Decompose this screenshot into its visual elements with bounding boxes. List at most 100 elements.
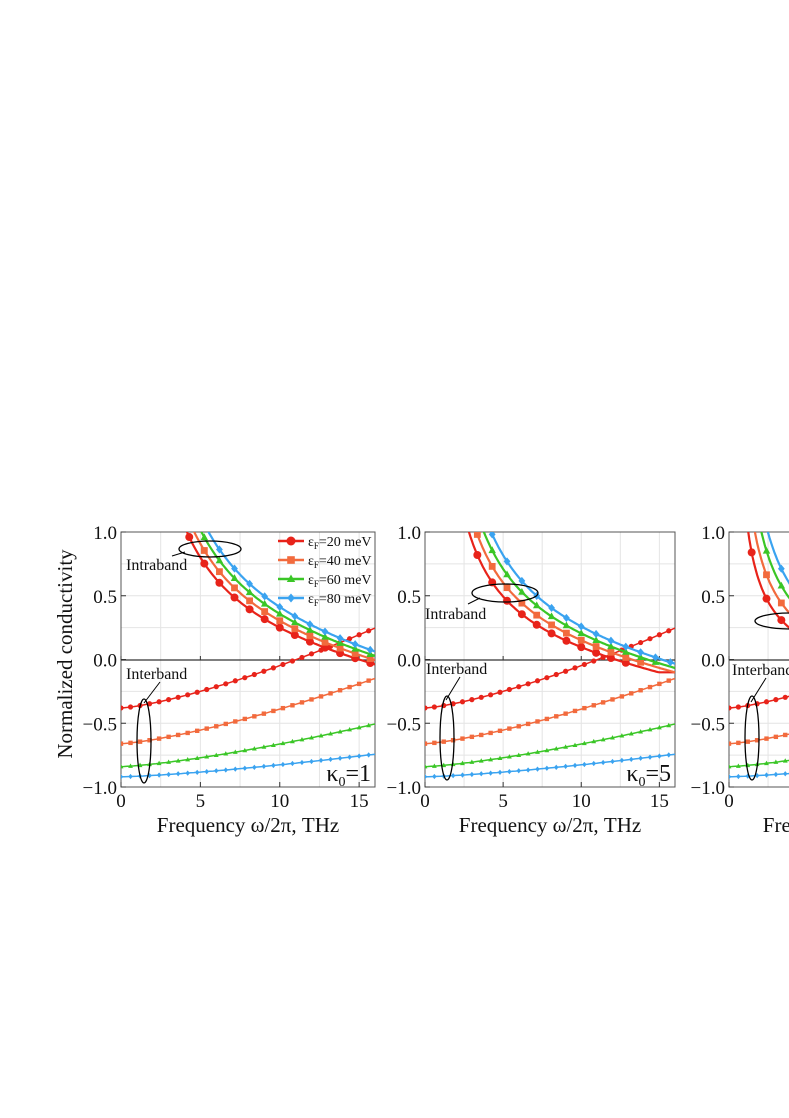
interband-label: Interband xyxy=(732,662,789,679)
interband-point xyxy=(328,691,333,696)
interband-point xyxy=(469,697,475,703)
intraband-point xyxy=(276,609,284,617)
x-tick-label: 15 xyxy=(650,791,669,812)
y-tick-label: −1.0 xyxy=(387,778,421,799)
interband-point xyxy=(488,692,494,698)
interband-point xyxy=(563,744,569,749)
interband-point xyxy=(137,739,143,744)
intraband-point xyxy=(607,648,615,656)
interband-point xyxy=(535,719,540,724)
interband-label: Interband xyxy=(126,666,187,683)
interband-point xyxy=(356,632,362,638)
interband-point xyxy=(729,705,732,711)
intraband-point xyxy=(548,621,555,629)
interband-point xyxy=(223,721,228,727)
interband-point xyxy=(764,736,769,741)
intraband-point xyxy=(622,648,630,655)
interband-point xyxy=(156,760,162,766)
intraband-point xyxy=(276,617,284,625)
interband-label: Interband xyxy=(426,661,487,678)
intraband-leader xyxy=(467,597,481,605)
intraband-point xyxy=(306,625,314,633)
y-tick-label: 0.0 xyxy=(397,651,421,672)
intraband-point xyxy=(622,654,630,661)
interband-point xyxy=(213,752,219,758)
intraband-point xyxy=(563,613,570,622)
interband-point xyxy=(175,771,181,777)
interband-point xyxy=(271,762,276,769)
intraband-point xyxy=(547,612,556,620)
interband-point xyxy=(506,754,512,759)
y-tick-label: 0.5 xyxy=(397,587,421,608)
intraband-point xyxy=(215,556,224,564)
interband-point xyxy=(290,703,295,708)
intraband-series-40 xyxy=(193,532,375,663)
annotations: Intraband Interband xyxy=(126,540,242,784)
interband-point xyxy=(745,739,750,744)
legend-item-20: εF=20 meV xyxy=(278,535,372,551)
interband-point xyxy=(619,733,625,738)
interband-point xyxy=(318,694,324,699)
interband-point xyxy=(450,772,456,779)
intraband-ellipse xyxy=(178,540,242,558)
interband-series-40 xyxy=(121,677,375,746)
interband-point xyxy=(233,766,238,772)
interband-point xyxy=(309,758,314,765)
interband-point xyxy=(425,741,428,746)
interband-point xyxy=(347,754,352,760)
interband-point xyxy=(242,716,248,722)
interband-point xyxy=(328,756,333,762)
legend-marker xyxy=(287,556,295,564)
intraband-point xyxy=(532,620,541,629)
interband-point xyxy=(628,731,634,736)
interband-point xyxy=(534,678,541,684)
intraband-point xyxy=(306,632,314,640)
interband-point xyxy=(309,735,314,740)
interband-point xyxy=(610,697,615,702)
interband-series-60 xyxy=(425,722,675,769)
intraband-point xyxy=(260,599,269,607)
intraband-point xyxy=(336,644,344,652)
interband-point xyxy=(366,752,371,758)
intraband-point xyxy=(562,621,571,629)
interband-series-40 xyxy=(425,677,675,746)
interband-line xyxy=(425,753,675,778)
interband-line xyxy=(425,677,675,745)
interband-point xyxy=(252,714,257,719)
intraband-point xyxy=(607,642,615,650)
interband-point xyxy=(261,711,267,716)
intraband-point xyxy=(666,658,674,667)
interband-point xyxy=(525,767,531,773)
interband-point xyxy=(347,727,353,732)
interband-point xyxy=(591,760,596,767)
interband-point xyxy=(431,704,437,710)
interband-point xyxy=(497,728,503,734)
interband-point xyxy=(251,671,257,678)
intraband-point xyxy=(231,564,238,573)
interband-point xyxy=(782,758,788,763)
intraband-point xyxy=(592,648,601,657)
interband-point xyxy=(666,722,672,728)
interband-point xyxy=(425,763,428,769)
interband-point xyxy=(299,654,305,661)
interband-point xyxy=(736,740,741,746)
intraband-point xyxy=(532,601,541,609)
intraband-point xyxy=(488,546,496,554)
interband-point xyxy=(516,768,521,774)
interband-point xyxy=(647,636,653,642)
interband-leader xyxy=(750,677,767,703)
interband-point xyxy=(553,746,559,751)
interband-point xyxy=(242,675,248,681)
x-tick-label: 0 xyxy=(724,791,734,812)
interband-point xyxy=(252,764,257,770)
interband-point xyxy=(516,724,521,729)
intraband-point xyxy=(291,618,299,626)
interband-point xyxy=(261,668,267,674)
interband-point xyxy=(175,758,181,763)
interband-point xyxy=(213,684,219,690)
intraband-point xyxy=(652,653,659,662)
intraband-point xyxy=(607,636,615,645)
legend-item-40: εF=40 meV xyxy=(278,554,372,570)
intraband-point xyxy=(245,588,254,596)
intraband-point xyxy=(246,597,253,605)
